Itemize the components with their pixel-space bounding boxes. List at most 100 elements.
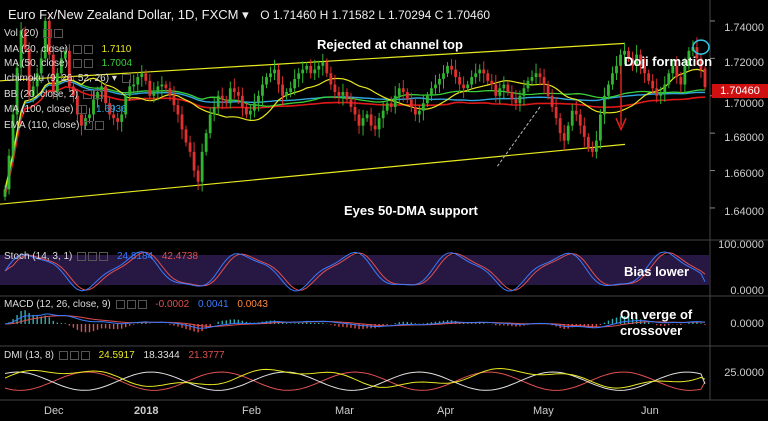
visibility-icon[interactable] (69, 350, 79, 360)
candle-body (76, 95, 79, 115)
settings-icon[interactable] (115, 299, 125, 309)
candle-body (393, 95, 397, 107)
settings-icon[interactable] (77, 251, 87, 261)
candle-body (434, 84, 437, 89)
candle-body (289, 88, 293, 93)
price-tick: 1.72000 (724, 57, 764, 69)
close-icon[interactable] (80, 350, 90, 360)
candle-body (474, 73, 478, 78)
candle-body (71, 86, 75, 96)
candle-body (15, 67, 19, 115)
visibility-icon[interactable] (126, 299, 136, 309)
candle-body (116, 118, 120, 122)
indicator-ma20[interactable]: MA (20, close) 1.7110 (4, 44, 131, 55)
dmi-minus-line (4, 371, 706, 391)
indicator-bb[interactable]: BB (20, close, 2) (4, 89, 103, 100)
settings-icon[interactable] (121, 73, 131, 83)
candle-body (156, 86, 160, 93)
candle-body (132, 84, 136, 87)
candle-body (273, 69, 276, 74)
dmi-legend[interactable]: DMI (13, 8) 24.5917 18.3344 21.3777 (4, 350, 225, 361)
dmi-adx-value: 24.5917 (98, 350, 135, 361)
candle-body (526, 80, 530, 89)
indicator-ichimoku[interactable]: Ichimoku (9, 26, 52, 26) ▾ (4, 73, 131, 84)
candle-body (570, 110, 574, 126)
settings-icon[interactable] (82, 89, 92, 99)
candle-body (277, 69, 280, 85)
candle-body (228, 88, 232, 104)
candle-body (305, 65, 309, 70)
candle-body (506, 84, 510, 93)
candle-body (216, 95, 220, 107)
indicator-vol[interactable]: Vol (20) (4, 28, 64, 39)
candle-body (667, 73, 671, 85)
indicator-ichimoku-label: Ichimoku (9, 26, 52, 26) (4, 73, 110, 84)
candle-body (405, 92, 409, 100)
price-tick: 1.70000 (724, 98, 764, 110)
visibility-icon[interactable] (88, 251, 98, 261)
annotation-macd: On verge of crossover (620, 307, 693, 338)
candle-body (244, 106, 248, 115)
indicator-ma50[interactable]: MA (50, close) 1.7004 (4, 58, 132, 69)
visibility-icon[interactable] (95, 120, 105, 130)
annotation-channel: Rejected at channel top (317, 37, 463, 52)
candle-body (180, 114, 184, 130)
candle-body (124, 95, 128, 115)
candle-body (172, 95, 176, 106)
candle-body (136, 77, 140, 85)
candle-body (446, 65, 449, 74)
candle-body (417, 110, 421, 115)
candle-body (534, 73, 538, 78)
candle-body (313, 69, 317, 74)
close-icon[interactable] (99, 251, 109, 261)
visibility-icon[interactable] (54, 28, 64, 38)
settings-icon[interactable] (43, 28, 53, 38)
visibility-icon[interactable] (93, 89, 103, 99)
indicator-ma50-value: 1.7004 (101, 58, 133, 69)
macd-legend[interactable]: MACD (12, 26, close, 9) -0.0002 0.0041 0… (4, 299, 268, 310)
stoch-legend[interactable]: Stoch (14, 3, 1) 24.8184 42.4738 (4, 251, 198, 262)
candle-body (96, 92, 99, 100)
settings-icon[interactable] (72, 58, 82, 68)
candle-body (655, 88, 659, 96)
indicator-ma100[interactable]: MA (100, close) 1.6936 (4, 104, 127, 115)
candle-body (538, 73, 542, 78)
candle-body (261, 84, 264, 96)
candle-body (598, 114, 602, 141)
candle-body (192, 151, 196, 171)
settings-icon[interactable] (84, 120, 94, 130)
dmi-plus-value: 18.3344 (143, 350, 180, 361)
support-arrow-line (496, 106, 541, 168)
channel-lower-line (0, 143, 626, 205)
candle-body (148, 80, 152, 96)
candle-body (687, 50, 691, 66)
candle-body (514, 99, 518, 104)
candle-body (257, 95, 260, 104)
settings-icon[interactable] (58, 350, 68, 360)
time-tick: Dec (44, 405, 64, 417)
candle-body (643, 65, 647, 74)
settings-icon[interactable] (72, 44, 82, 54)
candle-body (31, 86, 35, 96)
price-tick: 1.74000 (724, 22, 764, 34)
indicator-ema110[interactable]: EMA (110, close) (4, 120, 105, 131)
settings-icon[interactable] (78, 104, 88, 114)
candle-body (39, 58, 43, 74)
chevron-down-icon: ▾ (242, 7, 249, 22)
candle-body (269, 73, 272, 78)
dmi-label: DMI (13, 8) (4, 350, 55, 361)
candle-body (699, 58, 703, 70)
candle-body (281, 84, 284, 96)
candle-body (546, 84, 550, 96)
symbol-dropdown[interactable]: Euro Fx/New Zealand Dollar, 1D, FXCM ▾ (8, 7, 252, 22)
visibility-icon[interactable] (83, 58, 93, 68)
candle-body (317, 65, 321, 70)
candle-body (659, 92, 663, 96)
candle-body (494, 84, 498, 96)
candle-body (430, 88, 433, 96)
candle-body (309, 65, 313, 74)
candle-body (373, 125, 377, 130)
close-icon[interactable] (137, 299, 147, 309)
visibility-icon[interactable] (83, 44, 93, 54)
